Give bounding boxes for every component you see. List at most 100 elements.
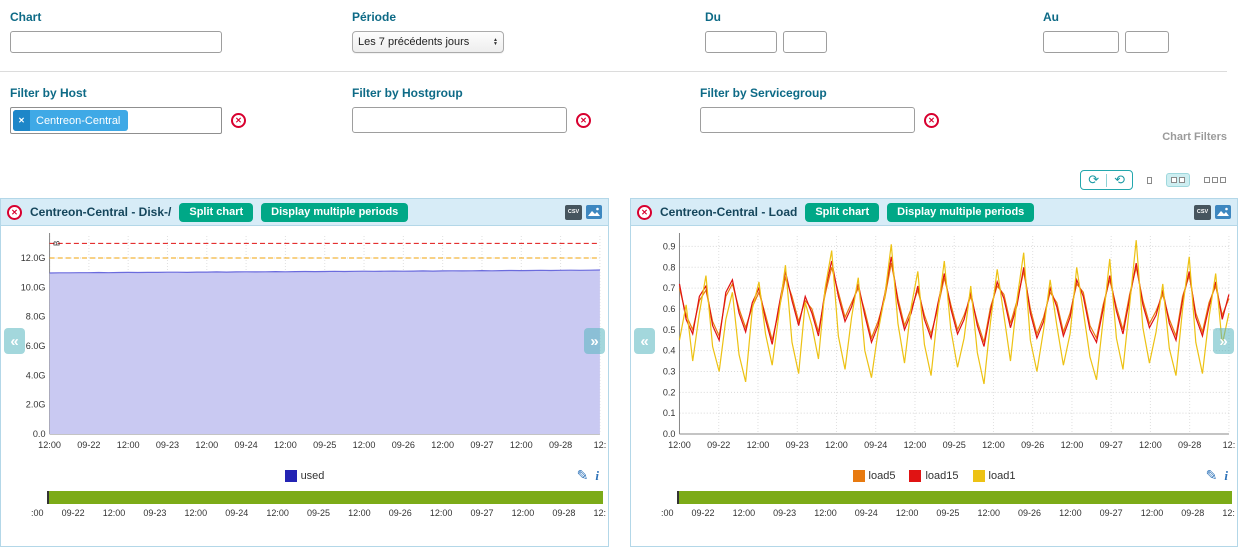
du-date-input[interactable]: [705, 31, 777, 53]
au-filter-label: Au: [1043, 10, 1059, 24]
timeline-handle[interactable]: [677, 491, 679, 504]
layout-one-column-icon[interactable]: [1143, 174, 1156, 187]
timeline-tick-label: :00: [31, 508, 44, 518]
svg-text:09-28: 09-28: [1178, 440, 1201, 450]
svg-text:09-24: 09-24: [234, 440, 257, 450]
svg-text:12:00: 12:00: [1139, 440, 1162, 450]
load-chart: 12:00 09-22 12:00 09-23 12:00 09-24 12:00 09-25…: [663, 233, 1236, 450]
clear-servicegroup-filter-icon[interactable]: ✕: [924, 112, 939, 128]
scroll-right-icon[interactable]: »: [584, 328, 605, 354]
svg-text:12.0G: 12.0G: [21, 253, 46, 263]
hostgroup-filter-input[interactable]: [352, 107, 567, 133]
export-csv-icon[interactable]: CSV: [1194, 204, 1211, 220]
timeline-tick-label: 12:00: [895, 508, 919, 518]
scroll-left-icon[interactable]: «: [4, 328, 25, 354]
export-image-icon[interactable]: [586, 205, 602, 219]
clear-host-filter-icon[interactable]: ✕: [231, 113, 246, 128]
refresh-icon[interactable]: ⟳: [1088, 172, 1100, 187]
svg-text:0.4: 0.4: [663, 346, 676, 356]
export-image-icon[interactable]: [1215, 205, 1231, 219]
timeline-tick-label: 09-26: [1018, 508, 1042, 518]
legend-row: load5 load15 load1 ✎ i: [631, 464, 1237, 488]
scroll-left-icon[interactable]: «: [634, 328, 655, 354]
svg-text:12:00: 12:00: [431, 440, 454, 450]
timeline-tick-label: 12:00: [511, 508, 535, 518]
timeline-labels: :00 09-22 12:00 09-23 12:00 09-24 12:00 09-25 12…: [31, 508, 608, 518]
chart-area: 12:00 09-22 12:00 09-23 12:00 09-24 12:00 09-25…: [631, 228, 1237, 464]
au-time-input[interactable]: [1125, 31, 1169, 53]
svg-text:0.5: 0.5: [663, 325, 676, 335]
chart-panels: ✕ Centreon-Central - Disk-/ Split chart …: [0, 198, 1238, 547]
svg-text:12:00: 12:00: [904, 440, 927, 450]
timeline-labels: :00 09-22 12:00 09-23 12:00 09-24 12:00 09-25 12…: [661, 508, 1237, 518]
clear-hostgroup-filter-icon[interactable]: ✕: [576, 112, 591, 128]
periode-select[interactable]: Les 7 précédents jours ▲ ▼: [352, 31, 504, 53]
timeline-tick-label: 12:00: [102, 508, 126, 518]
timeline-tick-label: 09-26: [388, 508, 412, 518]
svg-text:09-25: 09-25: [943, 440, 966, 450]
display-multiple-periods-button[interactable]: Display multiple periods: [887, 202, 1035, 222]
svg-text:12:: 12:: [1223, 440, 1236, 450]
periode-select-value: Les 7 précédents jours: [358, 36, 470, 48]
layout-two-columns-icon[interactable]: [1166, 173, 1190, 187]
chart-filter-group: Chart: [10, 10, 222, 53]
hostgroup-filter-group: Filter by Hostgroup ✕: [352, 86, 591, 133]
legend-item: used: [284, 470, 324, 482]
du-filter-label: Du: [705, 10, 721, 24]
svg-text:12:00: 12:00: [825, 440, 848, 450]
svg-text:0.0: 0.0: [663, 429, 676, 439]
timeline-tick-label: 09-23: [143, 508, 167, 518]
svg-text:09-23: 09-23: [786, 440, 809, 450]
timeline-tick-label: 12:00: [429, 508, 453, 518]
svg-text:09-25: 09-25: [313, 440, 336, 450]
svg-text:12:00: 12:00: [982, 440, 1005, 450]
chart-filter-input[interactable]: [10, 31, 222, 53]
chart-panel-disk: ✕ Centreon-Central - Disk-/ Split chart …: [0, 198, 609, 547]
display-multiple-periods-button[interactable]: Display multiple periods: [261, 202, 409, 222]
servicegroup-filter-input[interactable]: [700, 107, 915, 133]
svg-text:8.0G: 8.0G: [26, 312, 46, 322]
chart-info-icon[interactable]: i: [1224, 467, 1228, 483]
timeline-tick-label: 12:: [1222, 508, 1235, 518]
timeline-slider[interactable]: [47, 491, 603, 504]
layout-three-columns-icon[interactable]: [1200, 174, 1230, 186]
svg-text:09-27: 09-27: [1100, 440, 1123, 450]
chart-toolbar: ⟳ ⟲: [1080, 170, 1230, 190]
timeline-slider[interactable]: [677, 491, 1232, 504]
svg-text:09-26: 09-26: [1021, 440, 1044, 450]
au-date-input[interactable]: [1043, 31, 1119, 53]
auto-refresh-icon[interactable]: ⟲: [1114, 172, 1125, 187]
svg-text:0.7: 0.7: [663, 283, 676, 293]
caret-down-icon: ▼: [493, 41, 498, 47]
edit-chart-icon[interactable]: ✎: [576, 467, 589, 483]
close-chart-icon[interactable]: ✕: [7, 204, 22, 220]
chart-info-icon[interactable]: i: [595, 467, 599, 483]
svg-text:2.0G: 2.0G: [26, 400, 46, 410]
timeline-tick-label: :00: [661, 508, 674, 518]
close-chart-icon[interactable]: ✕: [637, 204, 652, 220]
split-chart-button[interactable]: Split chart: [179, 202, 254, 222]
svg-text:0.0: 0.0: [33, 429, 46, 439]
legend-swatch: [284, 470, 297, 482]
export-csv-icon[interactable]: CSV: [565, 204, 582, 220]
remove-tag-icon[interactable]: ✕: [13, 110, 30, 131]
legend-swatch: [909, 470, 922, 482]
svg-text:4.0G: 4.0G: [26, 370, 46, 380]
svg-text:09-23: 09-23: [156, 440, 179, 450]
timeline-tick-label: 09-22: [61, 508, 85, 518]
split-chart-button[interactable]: Split chart: [805, 202, 880, 222]
timeline-tick-label: 09-24: [225, 508, 249, 518]
du-time-input[interactable]: [783, 31, 827, 53]
host-filter-input[interactable]: ✕ Centreon-Central: [10, 107, 222, 134]
timeline-handle[interactable]: [47, 491, 49, 504]
host-filter-group: Filter by Host ✕ Centreon-Central ✕: [10, 86, 246, 134]
chart-legend: load5 load15 load1: [631, 464, 1237, 488]
legend-swatch: [972, 470, 985, 482]
edit-chart-icon[interactable]: ✎: [1205, 467, 1218, 483]
timeline-tick-label: 12:00: [1059, 508, 1082, 518]
hostgroup-filter-label: Filter by Hostgroup: [352, 86, 463, 100]
svg-text:12:00: 12:00: [510, 440, 533, 450]
legend-label: load1: [988, 470, 1016, 482]
scroll-right-icon[interactable]: »: [1213, 328, 1234, 354]
select-arrows-icon: ▲ ▼: [493, 38, 498, 47]
